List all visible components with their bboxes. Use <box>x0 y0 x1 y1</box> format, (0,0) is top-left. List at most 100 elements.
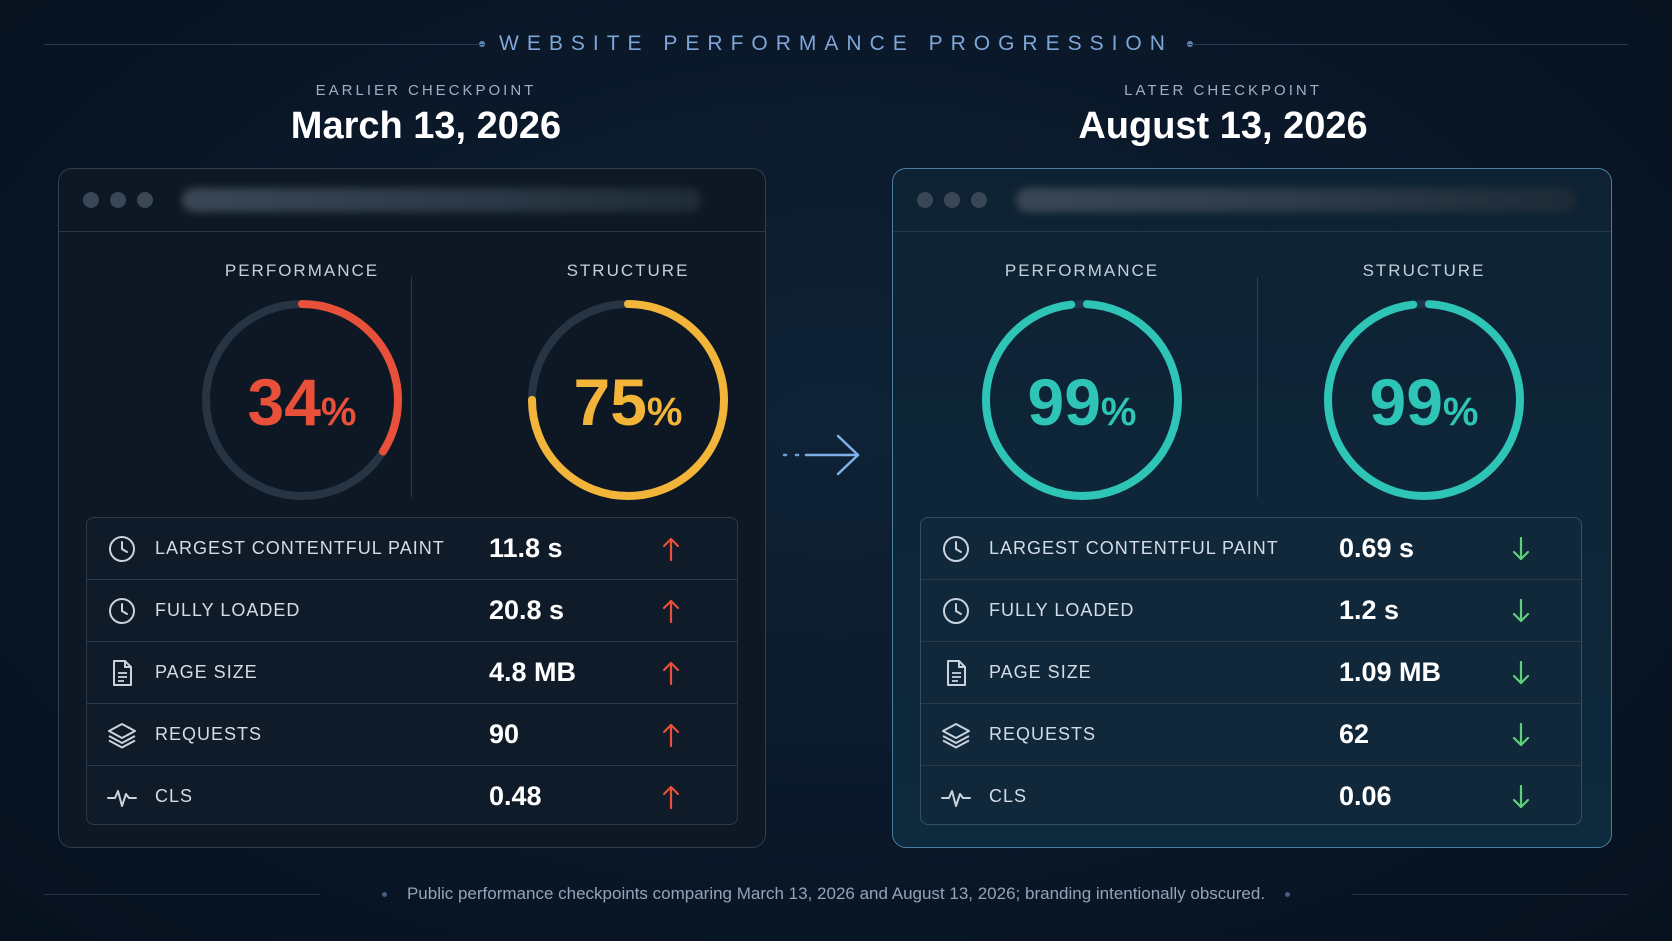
header-rule-left <box>44 43 484 45</box>
metric-row: FULLY LOADED 1.2 s <box>921 580 1581 642</box>
performance-ring-fill <box>982 300 1182 500</box>
metric-row: LARGEST CONTENTFUL PAINT 11.8 s <box>87 518 737 580</box>
metric-name: FULLY LOADED <box>155 600 301 620</box>
metric-row: REQUESTS 90 <box>87 704 737 766</box>
performance-score: 99% <box>977 369 1187 435</box>
performance-score-value: 99 <box>1027 365 1101 439</box>
later-browser-window: PERFORMANCE 99% STRUCTURE 99% LARGEST CO… <box>892 168 1612 848</box>
window-control-minimize[interactable] <box>944 192 960 208</box>
browser-titlebar <box>893 169 1611 232</box>
metric-name: PAGE SIZE <box>155 662 258 682</box>
pulse-icon <box>107 782 137 812</box>
arrow-up-icon <box>661 784 681 810</box>
performance-gauge: PERFORMANCE 99% <box>977 261 1187 505</box>
structure-score-value: 75 <box>573 365 647 439</box>
structure-gauge: STRUCTURE 99% <box>1319 261 1529 505</box>
performance-ring <box>982 300 1182 500</box>
structure-score: 99% <box>1319 369 1529 435</box>
clock-icon <box>107 534 137 564</box>
earlier-metrics-table: LARGEST CONTENTFUL PAINT 11.8 s FULLY LOAD… <box>86 517 738 825</box>
metric-name: FULLY LOADED <box>989 600 1135 620</box>
window-control-close[interactable] <box>83 192 99 208</box>
layers-icon <box>107 720 137 750</box>
metric-name: LARGEST CONTENTFUL PAINT <box>155 538 445 558</box>
footer-rule-left <box>44 893 320 895</box>
progression-arrow-icon <box>782 434 860 476</box>
metric-name: CLS <box>989 786 1028 806</box>
metric-name: CLS <box>155 786 194 806</box>
footer-caption: Public performance checkpoints comparing… <box>406 884 1266 903</box>
page-title: WEBSITE PERFORMANCE PROGRESSION <box>499 32 1173 55</box>
gauge-divider <box>411 277 412 497</box>
arrow-up-icon <box>661 722 681 748</box>
performance-score-unit: % <box>320 390 357 434</box>
metric-value: 11.8 s <box>489 533 563 563</box>
metric-value: 90 <box>489 719 520 749</box>
structure-score: 75% <box>523 369 733 435</box>
metric-row: PAGE SIZE 4.8 MB <box>87 642 737 704</box>
structure-label: STRUCTURE <box>566 261 690 280</box>
page-header: WEBSITE PERFORMANCE PROGRESSION <box>0 24 1672 64</box>
structure-ring <box>1324 300 1524 500</box>
pulse-icon <box>941 782 971 812</box>
footer-dot-right <box>1285 891 1291 897</box>
performance-gauge: PERFORMANCE 34% <box>197 261 407 505</box>
gauge-divider <box>1257 277 1258 497</box>
metric-row: FULLY LOADED 20.8 s <box>87 580 737 642</box>
browser-titlebar <box>59 169 765 232</box>
arrow-down-icon <box>1511 784 1531 810</box>
footer-rule-right <box>1352 893 1628 895</box>
earlier-browser-window: PERFORMANCE 34% STRUCTURE 75% LARGEST CO… <box>58 168 766 848</box>
performance-ring <box>202 300 402 500</box>
metric-row: LARGEST CONTENTFUL PAINT 0.69 s <box>921 518 1581 580</box>
metric-value: 20.8 s <box>489 595 565 625</box>
later-checkpoint-date: August 13, 2026 <box>1078 105 1368 147</box>
performance-score-unit: % <box>1100 390 1137 434</box>
window-control-close[interactable] <box>917 192 933 208</box>
layers-icon <box>941 720 971 750</box>
later-checkpoint-label: LATER CHECKPOINT <box>1124 82 1322 99</box>
metric-value: 62 <box>1339 719 1370 749</box>
window-control-maximize[interactable] <box>137 192 153 208</box>
performance-score: 34% <box>197 369 407 435</box>
footer: Public performance checkpoints comparing… <box>0 882 1672 906</box>
metric-row: CLS 0.48 <box>87 766 737 827</box>
metric-value: 1.09 MB <box>1339 657 1442 687</box>
earlier-checkpoint-date: March 13, 2026 <box>290 105 562 147</box>
metric-value: 1.2 s <box>1339 595 1400 625</box>
earlier-checkpoint-label: EARLIER CHECKPOINT <box>315 82 537 99</box>
metric-name: LARGEST CONTENTFUL PAINT <box>989 538 1279 558</box>
metric-value: 4.8 MB <box>489 657 577 687</box>
structure-score-unit: % <box>1442 390 1479 434</box>
metric-name: REQUESTS <box>989 724 1097 744</box>
footer-dot-left <box>381 891 387 897</box>
structure-ring-fill <box>528 300 728 500</box>
window-control-maximize[interactable] <box>971 192 987 208</box>
document-icon <box>107 658 137 688</box>
metric-name: PAGE SIZE <box>989 662 1092 682</box>
metric-value: 0.06 <box>1339 781 1392 811</box>
clock-icon <box>107 596 137 626</box>
structure-label: STRUCTURE <box>1362 261 1486 280</box>
performance-ring-fill <box>202 300 402 500</box>
structure-gauge: STRUCTURE 75% <box>523 261 733 505</box>
performance-label: PERFORMANCE <box>224 261 380 280</box>
document-icon <box>941 658 971 688</box>
arrow-up-icon <box>661 660 681 686</box>
arrow-down-icon <box>1511 660 1531 686</box>
window-control-minimize[interactable] <box>110 192 126 208</box>
obscured-address-bar <box>1016 188 1576 212</box>
structure-score-value: 99 <box>1369 365 1443 439</box>
later-gauges: PERFORMANCE 99% STRUCTURE 99% <box>893 261 1611 500</box>
metric-value: 0.48 <box>489 781 542 811</box>
clock-icon <box>941 534 971 564</box>
structure-score-unit: % <box>646 390 683 434</box>
header-rule-right <box>1188 43 1628 45</box>
arrow-down-icon <box>1511 722 1531 748</box>
obscured-address-bar <box>182 188 702 212</box>
metric-row: CLS 0.06 <box>921 766 1581 827</box>
metric-name: REQUESTS <box>155 724 263 744</box>
arrow-down-icon <box>1511 598 1531 624</box>
metric-row: PAGE SIZE 1.09 MB <box>921 642 1581 704</box>
later-metrics-table: LARGEST CONTENTFUL PAINT 0.69 s FULLY LOAD… <box>920 517 1582 825</box>
